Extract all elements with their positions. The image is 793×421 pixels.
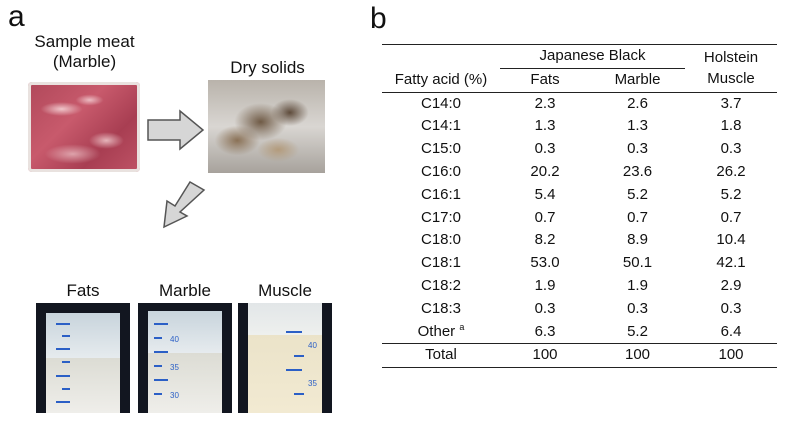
table-row: C16:0 20.2 23.6 26.2 — [382, 161, 777, 184]
cell-acid: C18:0 — [420, 231, 462, 249]
cell-acid: C15:0 — [420, 140, 462, 158]
cell-fats: 2.3 — [534, 94, 556, 112]
cell-muscle: 3.7 — [720, 94, 742, 112]
panel-a-letter: a — [8, 0, 25, 33]
cell-acid: C14:0 — [420, 94, 462, 112]
table-row: C17:0 0.7 0.7 0.7 — [382, 207, 777, 230]
cell-muscle: 0.7 — [720, 208, 742, 226]
col-header-marble: Marble — [614, 70, 661, 88]
tube-scale-number: 35 — [308, 379, 317, 388]
cell-fats: 0.3 — [534, 299, 556, 317]
cell-muscle: 2.9 — [720, 276, 742, 294]
cell-muscle: 0.3 — [720, 140, 742, 158]
cell-fats: 1.9 — [534, 276, 556, 294]
tube-scale-number: 40 — [308, 341, 317, 350]
cell-acid: C18:3 — [420, 299, 462, 317]
cell-fats: 8.2 — [534, 231, 556, 249]
tube-photo-marble: 40 35 30 — [138, 303, 232, 413]
col-header-fats: Fats — [530, 70, 560, 88]
cell-fats: 1.3 — [534, 117, 556, 135]
cell-muscle: 1.8 — [720, 117, 742, 135]
cell-fats: 6.3 — [534, 322, 556, 340]
cell-acid: Other a — [417, 321, 465, 340]
cell-muscle: 10.4 — [716, 231, 746, 249]
cell-muscle: 42.1 — [716, 254, 746, 272]
cell-marble: 23.6 — [622, 162, 653, 180]
table-row: C18:2 1.9 1.9 2.9 — [382, 275, 777, 298]
cell-marble: 1.3 — [627, 117, 648, 135]
tube-photo-muscle: 40 35 — [238, 303, 332, 413]
tube-label-fats: Fats — [66, 281, 100, 300]
cell-acid: C14:1 — [420, 117, 462, 135]
tube-label-marble: Marble — [159, 281, 211, 300]
cell-acid: C16:0 — [420, 162, 462, 180]
cell-marble: 1.9 — [627, 276, 648, 294]
tube-scale-number: 30 — [170, 391, 179, 400]
tube-scale-number: 40 — [170, 335, 179, 344]
cell-marble: 2.6 — [627, 94, 648, 112]
group-header-holstein: Holstein Muscle — [703, 49, 759, 88]
cell-fats: 100 — [532, 346, 558, 364]
cell-marble: 0.3 — [627, 299, 648, 317]
table-row: C18:1 53.0 50.1 42.1 — [382, 252, 777, 275]
cell-fats: 53.0 — [530, 254, 560, 272]
cell-marble: 5.2 — [627, 185, 648, 203]
cell-fats: 20.2 — [530, 162, 560, 180]
table-row: C15:0 0.3 0.3 0.3 — [382, 138, 777, 161]
tube-photo-fats — [36, 303, 130, 413]
cell-acid: C17:0 — [420, 208, 462, 226]
table-row-other: Other a 6.3 5.2 6.4 — [382, 321, 777, 344]
cell-acid: Total — [425, 346, 457, 364]
cell-fats: 0.7 — [534, 208, 556, 226]
panel-b-letter: b — [370, 2, 387, 35]
table-row: C14:0 2.3 2.6 3.7 — [382, 92, 777, 115]
cell-marble: 8.9 — [627, 231, 648, 249]
cell-muscle: 100 — [718, 346, 744, 364]
cell-acid: C16:1 — [420, 185, 462, 203]
group-header-japanese-black: Japanese Black — [500, 44, 685, 69]
cell-acid: C18:1 — [420, 254, 462, 272]
cell-marble: 0.3 — [627, 140, 648, 158]
cell-muscle: 5.2 — [720, 185, 742, 203]
tube-scale-number: 35 — [170, 363, 179, 372]
down-left-arrow-icon — [163, 180, 206, 229]
table-row: C18:3 0.3 0.3 0.3 — [382, 298, 777, 321]
table-row: C16:1 5.4 5.2 5.2 — [382, 184, 777, 207]
dry-solids-photo — [208, 80, 325, 173]
cell-fats: 0.3 — [534, 140, 556, 158]
col-header-fatty-acid: Fatty acid (%) — [394, 70, 488, 88]
tube-label-muscle: Muscle — [258, 281, 312, 300]
cell-muscle: 0.3 — [720, 299, 742, 317]
cell-marble: 100 — [624, 346, 651, 364]
cell-acid: C18:2 — [420, 276, 462, 294]
table-row-total: Total 100 100 100 — [382, 344, 777, 368]
table-row: C18:0 8.2 8.9 10.4 — [382, 229, 777, 252]
cell-muscle: 6.4 — [720, 322, 742, 340]
table-row: C14:1 1.3 1.3 1.8 — [382, 115, 777, 138]
cell-marble: 50.1 — [622, 254, 653, 272]
cell-marble: 0.7 — [627, 208, 648, 226]
dry-solids-label: Dry solids — [230, 58, 305, 77]
cell-fats: 5.4 — [534, 185, 556, 203]
sample-meat-label: Sample meat (Marble) — [34, 32, 135, 71]
marbled-meat-photo — [28, 82, 140, 172]
fatty-acid-table: Japanese Black Holstein Muscle Fatty aci… — [382, 44, 777, 368]
cell-marble: 5.2 — [627, 322, 648, 340]
cell-muscle: 26.2 — [716, 162, 746, 180]
right-arrow-icon — [147, 109, 205, 151]
